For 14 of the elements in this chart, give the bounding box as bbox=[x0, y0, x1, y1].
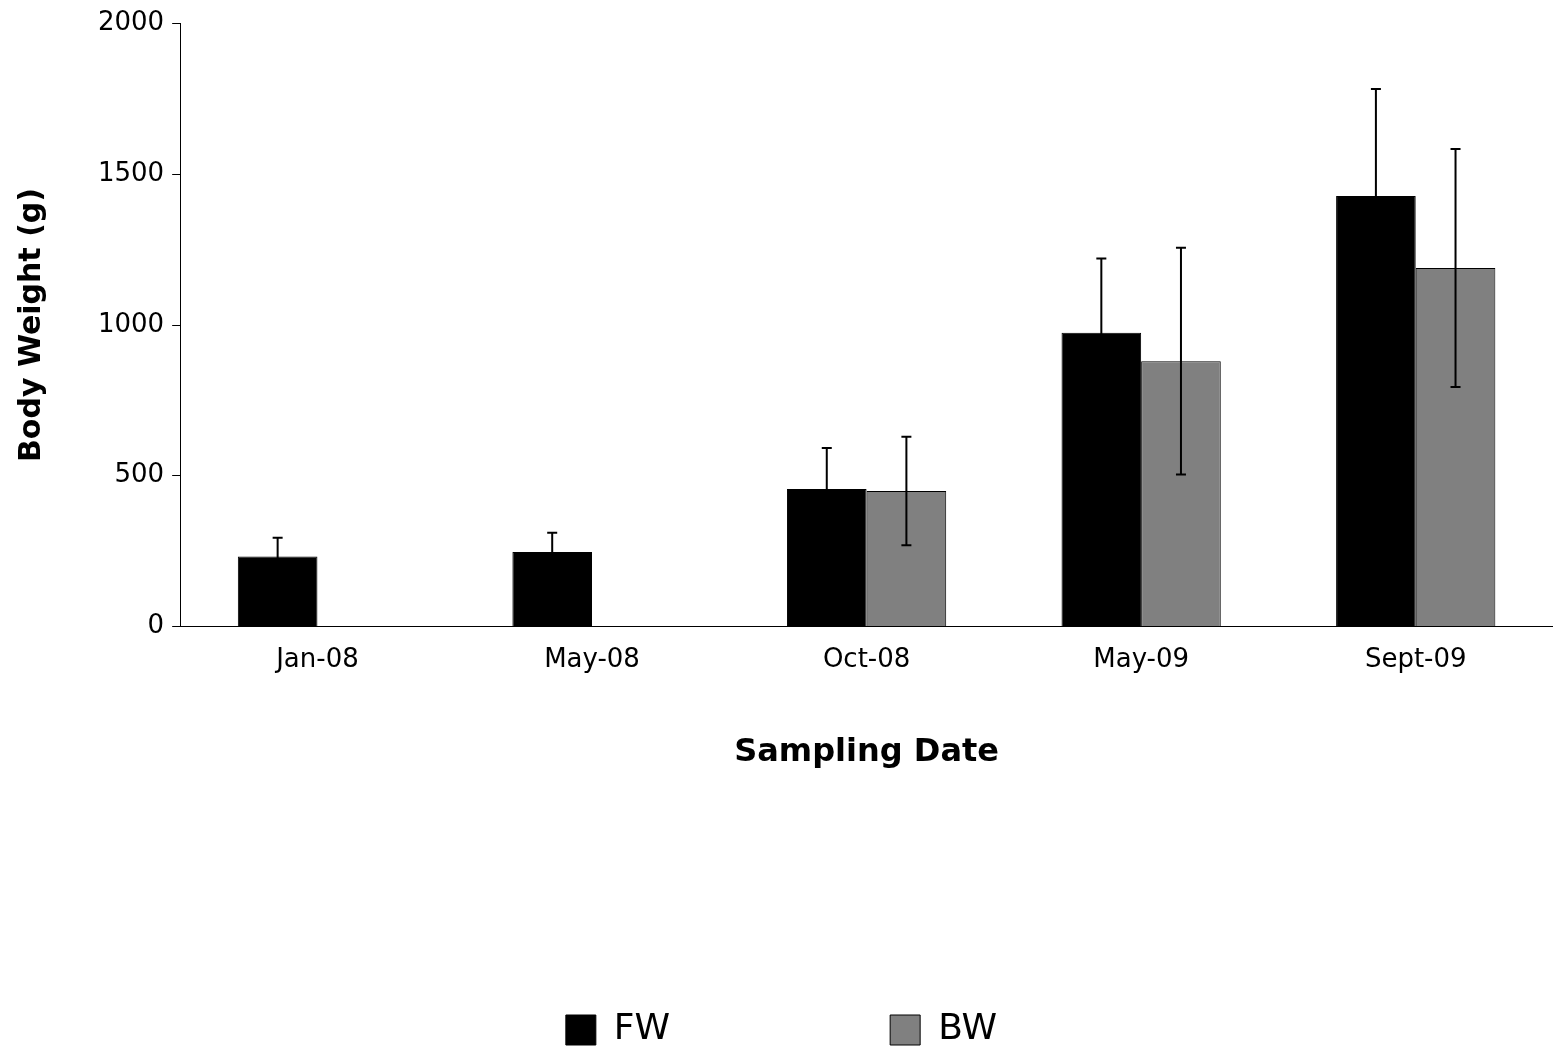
x-tick-label: Jan-08 bbox=[274, 642, 359, 673]
y-tick-label: 1000 bbox=[98, 307, 165, 338]
x-tick-label: Oct-08 bbox=[822, 642, 911, 673]
legend-label: FW bbox=[613, 1006, 671, 1048]
legend-label: BW bbox=[938, 1006, 998, 1048]
x-tick-label: May-09 bbox=[1093, 642, 1190, 673]
y-tick-label: 0 bbox=[147, 609, 165, 640]
y-tick-label: 500 bbox=[114, 458, 165, 489]
x-axis-title: Sampling Date bbox=[734, 731, 999, 770]
y-tick-label: 2000 bbox=[98, 6, 165, 37]
x-tick-label: May-08 bbox=[544, 642, 640, 673]
x-tick-label: Sept-09 bbox=[1364, 642, 1467, 673]
y-axis-title: Body Weight (g) bbox=[11, 187, 47, 463]
y-tick-label: 1500 bbox=[98, 157, 165, 188]
